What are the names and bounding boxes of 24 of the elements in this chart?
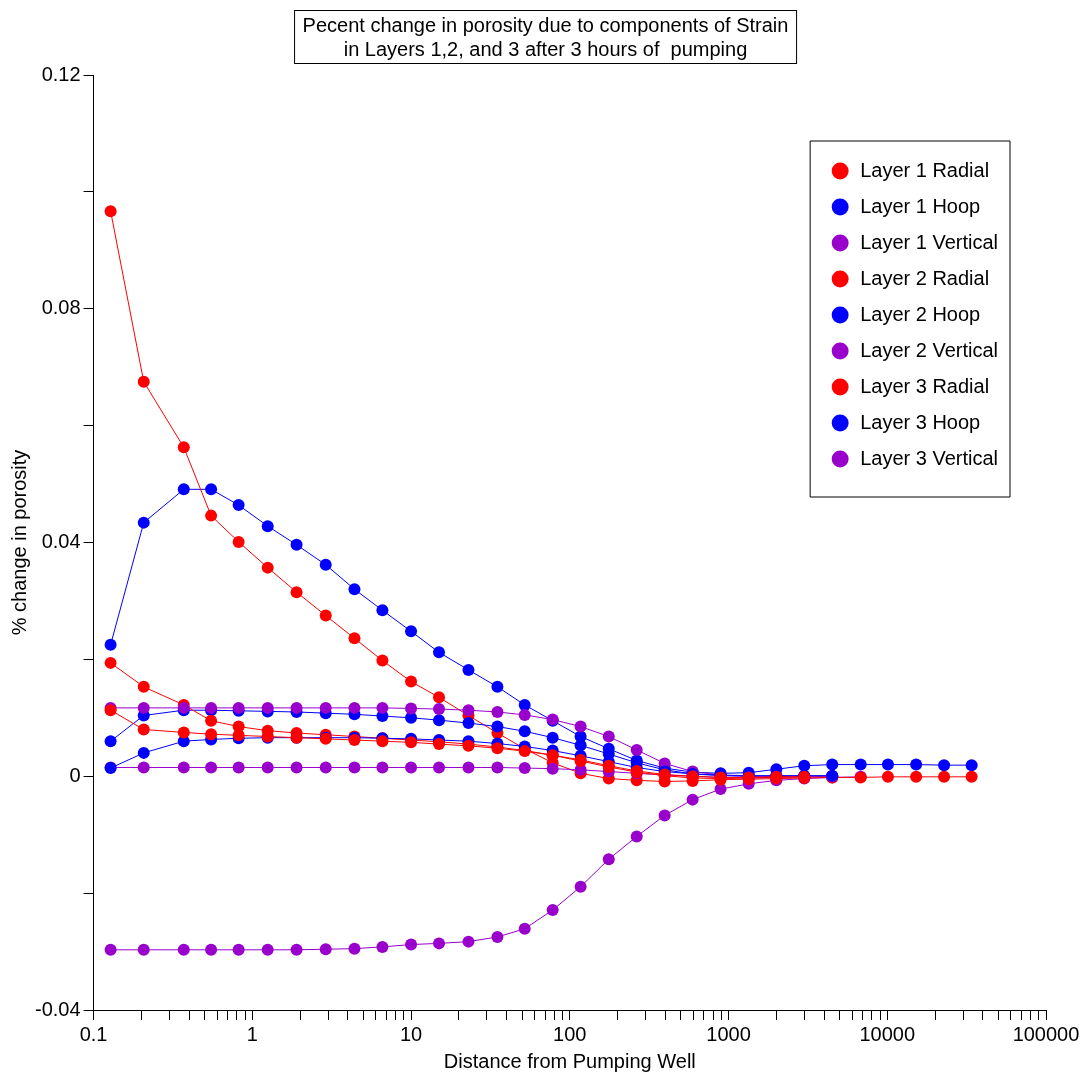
legend-label: Layer 1 Hoop xyxy=(860,194,981,217)
x-tick-label: 100 xyxy=(553,1022,587,1045)
legend-label: Layer 2 Hoop xyxy=(860,302,981,325)
x-tick-label: 10 xyxy=(399,1022,423,1045)
legend-label: Layer 3 Radial xyxy=(860,374,990,397)
x-axis-title: Distance from Pumping Well xyxy=(443,1049,696,1072)
y-tick-label: 0 xyxy=(69,763,81,786)
legend-label: Layer 1 Vertical xyxy=(860,230,999,253)
x-tick-label: 100000 xyxy=(1012,1022,1080,1045)
x-tick-label: 1000 xyxy=(706,1022,751,1045)
legend-label: Layer 3 Vertical xyxy=(860,446,999,469)
x-tick-label: 10000 xyxy=(859,1022,916,1045)
x-tick-label: 1 xyxy=(246,1022,258,1045)
legend-label: Layer 1 Radial xyxy=(860,158,990,181)
y-tick-label: -0.04 xyxy=(34,997,81,1020)
y-axis-title: % change in porosity xyxy=(7,449,30,636)
y-tick-label: 0.12 xyxy=(41,62,81,85)
chart-title: Pecent change in porosity due to components of Strain in Layers 1,2, and 3 after 3 hours of pumping xyxy=(293,10,798,64)
legend-label: Layer 2 Vertical xyxy=(860,338,999,361)
y-tick-label: 0.04 xyxy=(41,530,81,553)
x-tick-label: 0.1 xyxy=(79,1022,108,1045)
legend-label: Layer 3 Hoop xyxy=(860,410,981,433)
legend-label: Layer 2 Radial xyxy=(860,266,990,289)
y-tick-label: 0.08 xyxy=(41,296,81,319)
